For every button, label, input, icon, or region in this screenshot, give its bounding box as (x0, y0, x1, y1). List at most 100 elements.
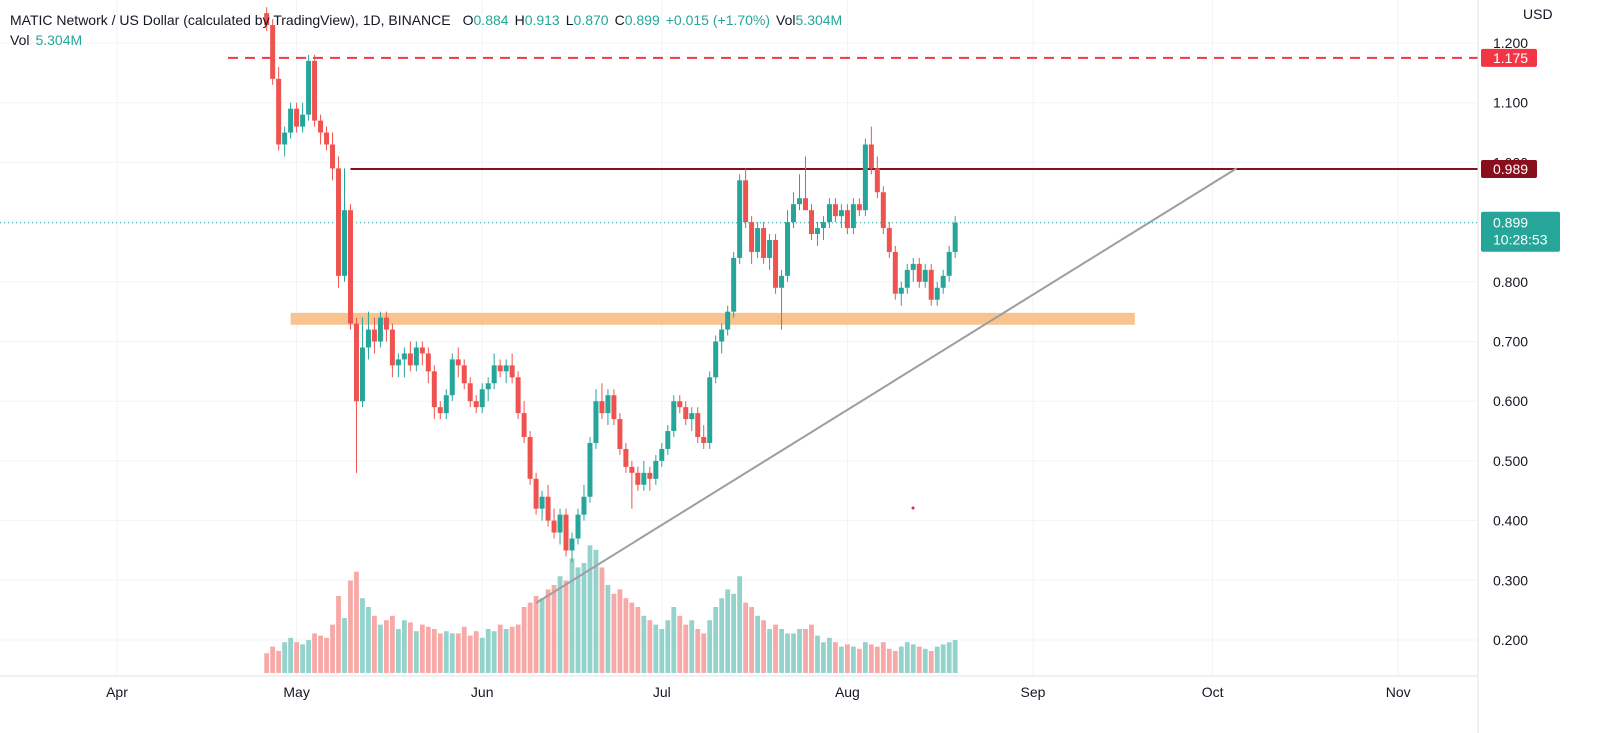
volume-bar (539, 598, 545, 673)
volume-bar (593, 549, 599, 673)
open-value: 0.884 (473, 12, 509, 28)
low-label: L (565, 12, 574, 28)
candle (545, 484, 551, 527)
price-axis-ticks: 1.2001.1001.0000.8000.7000.6000.5000.400… (1493, 35, 1528, 648)
volume-bar (324, 637, 329, 673)
candle (605, 389, 611, 426)
change-value: +0.015 (+1.70%) (665, 12, 771, 28)
candle (497, 359, 503, 378)
candle (689, 407, 695, 432)
candle (515, 371, 521, 420)
candle (270, 19, 276, 85)
badge-solid-resistance: 0.989 (1481, 159, 1537, 178)
volume-bar (934, 646, 940, 673)
volume-bar (395, 629, 401, 673)
volume-bar (785, 633, 790, 673)
volume-bar (372, 615, 377, 673)
candle (850, 198, 856, 235)
badge-solid-resistance-label: 0.989 (1493, 161, 1528, 177)
volume-bar (515, 624, 521, 673)
volume-bar (821, 642, 826, 673)
volume-row: Vol 5.304M (10, 30, 842, 50)
volume-bar (557, 576, 563, 673)
volume-bar (677, 615, 683, 673)
stray-marker-dot (911, 506, 915, 510)
chart-legend: MATIC Network / US Dollar (calculated by… (10, 10, 842, 50)
volume-bar (413, 631, 419, 673)
volume-bar (384, 620, 389, 673)
volume-bar (306, 640, 311, 673)
volume-bar (635, 607, 641, 673)
low-value: 0.870 (573, 12, 609, 28)
candle (306, 54, 312, 121)
candle (952, 216, 958, 258)
volume-bar (653, 624, 659, 673)
high-label: H (514, 12, 525, 28)
volume-bar (407, 622, 413, 673)
candle (832, 198, 838, 223)
candle (539, 490, 545, 521)
volume-bar (815, 635, 820, 673)
currency-label[interactable]: USD (1523, 6, 1553, 22)
volume-bar (425, 626, 431, 673)
candle (653, 454, 659, 485)
candle (731, 251, 737, 318)
volume-bar (904, 642, 910, 673)
candle (383, 311, 389, 342)
candle (797, 174, 803, 211)
candle (856, 198, 862, 217)
candle (617, 413, 623, 455)
volume-bar (342, 618, 347, 673)
candle (336, 156, 342, 288)
volume-bar (264, 653, 270, 673)
volume-bar (318, 635, 323, 673)
candle (743, 168, 749, 229)
candle (371, 317, 377, 354)
candle (701, 425, 707, 449)
price-tick-label: 0.800 (1493, 274, 1528, 290)
time-tick-label: Nov (1386, 684, 1411, 700)
time-axis-ticks: Apr May Jun Jul Aug Sep Oct Nov (106, 684, 1411, 700)
volume-bar (833, 642, 838, 673)
volume-row-label[interactable]: Vol (10, 32, 30, 48)
candle (521, 401, 527, 443)
badge-countdown-label: 10:28:53 (1493, 232, 1548, 248)
candle (922, 263, 928, 288)
candle (533, 472, 539, 515)
candle (282, 126, 288, 157)
symbol-title[interactable]: MATIC Network / US Dollar (calculated by… (10, 12, 451, 28)
volume-bar (683, 624, 689, 673)
close-value: 0.899 (624, 12, 660, 28)
volume-bar (461, 626, 467, 673)
volume-bar (288, 637, 294, 673)
candlesticks (264, 7, 958, 563)
volume-bar (647, 620, 653, 673)
candle (473, 395, 479, 414)
volume-bar (521, 607, 527, 673)
badge-dashed-resistance: 1.175 (1481, 48, 1537, 67)
volume-bar (276, 651, 282, 673)
volume-bar (563, 580, 569, 673)
ascending-trend-line[interactable] (535, 167, 1238, 604)
candle (575, 508, 581, 545)
volume-bar (527, 602, 533, 673)
volume-bar (701, 633, 707, 673)
candle (623, 442, 629, 473)
volume-bar (809, 624, 814, 673)
candle (928, 263, 934, 306)
volume-bar (641, 615, 647, 673)
price-tick-label: 0.400 (1493, 513, 1528, 529)
candle (437, 401, 443, 420)
candle (940, 269, 946, 294)
candle (353, 317, 359, 473)
volume-bar (719, 598, 725, 673)
volume-bar (587, 545, 593, 673)
volume-bar (378, 624, 383, 673)
candle (312, 54, 318, 127)
candle (569, 532, 575, 563)
volume-bar (779, 629, 784, 673)
time-tick-label: Aug (835, 684, 860, 700)
support-zone[interactable] (290, 312, 1135, 325)
candle (910, 257, 916, 282)
